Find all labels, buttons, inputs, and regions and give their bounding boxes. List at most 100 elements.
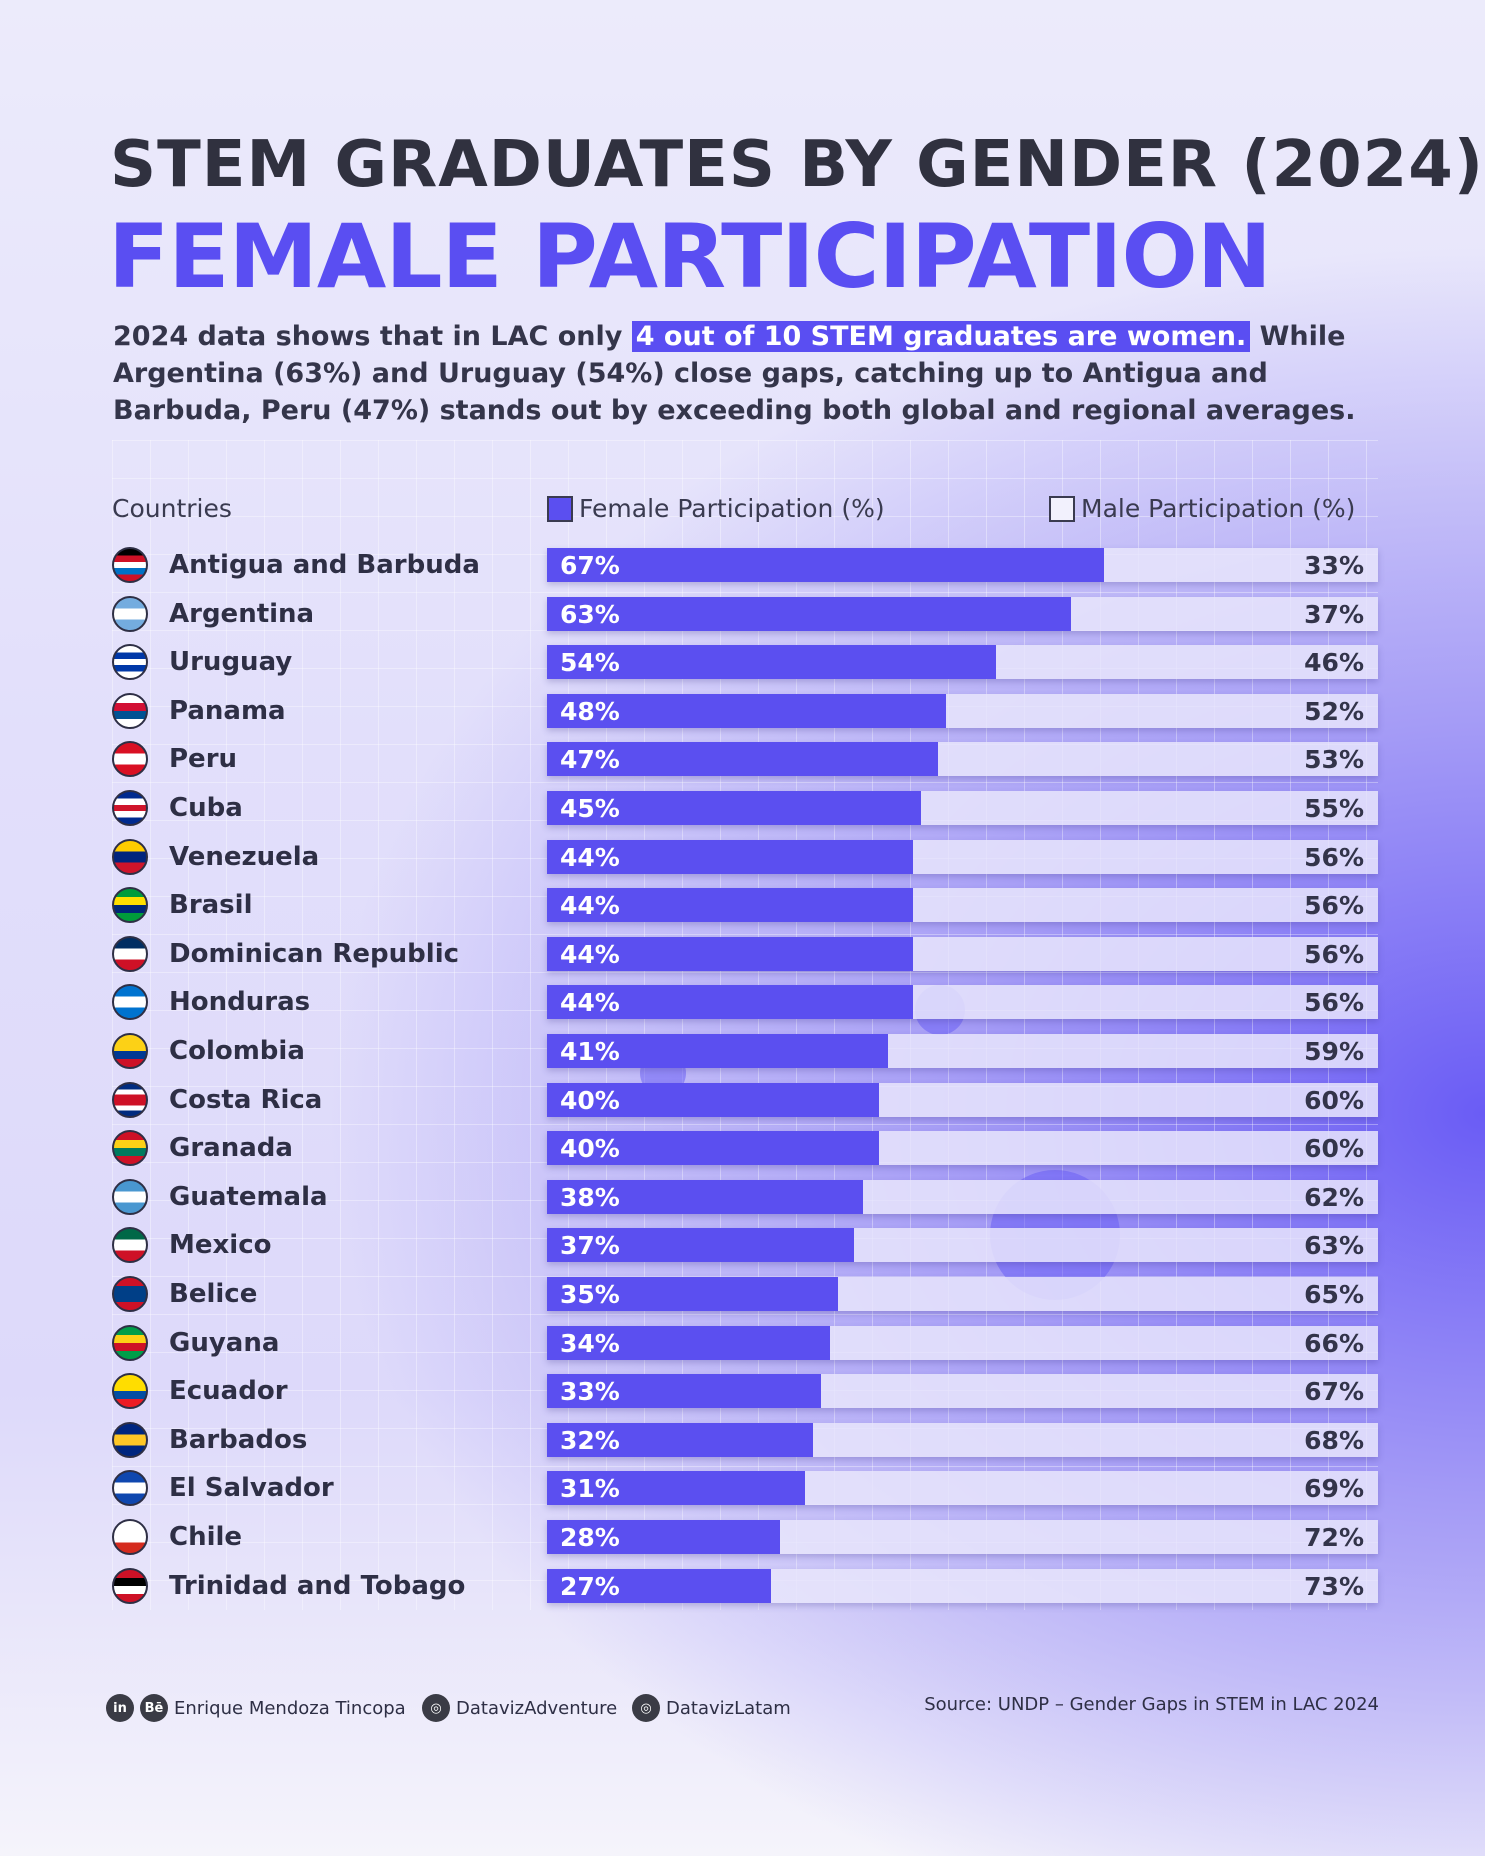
- linkedin-icon[interactable]: in: [106, 1694, 134, 1722]
- category-label: El Salvador: [169, 1473, 334, 1504]
- category-label: Cuba: [169, 793, 243, 823]
- bar-female: [547, 1228, 855, 1263]
- data-label-female: 34%: [560, 1328, 620, 1358]
- instagram-icon[interactable]: ◎: [422, 1694, 450, 1722]
- data-label-female: 27%: [560, 1571, 620, 1601]
- flag-icon: [112, 547, 148, 583]
- data-label-female: 37%: [560, 1231, 620, 1261]
- background-grid: [112, 440, 1378, 1610]
- chart-row: Belice 35% 65%: [0, 1276, 1485, 1312]
- data-label-female: 63%: [560, 599, 620, 629]
- bar-female: [547, 1325, 830, 1360]
- data-label-male: 37%: [1304, 599, 1364, 629]
- flag-icon: [112, 595, 148, 632]
- bar-female: [547, 693, 946, 728]
- bar-track-male: 35% 65%: [547, 1277, 1378, 1311]
- subtitle-text: While Argentina (63%) and Uruguay (54%) …: [113, 321, 1356, 426]
- category-label: Uruguay: [169, 647, 293, 678]
- bar-female: [547, 1277, 838, 1311]
- data-label-female: 40%: [560, 1085, 620, 1115]
- instagram-handle: DatavizLatam: [666, 1697, 791, 1719]
- footer-instagram-1: ◎ DatavizAdventure: [422, 1694, 617, 1722]
- chart-row: Guyana 34% 66%: [0, 1324, 1485, 1361]
- category-label: Colombia: [169, 1036, 305, 1066]
- chart-row: Chile 28% 72%: [0, 1519, 1485, 1555]
- data-label-male: 33%: [1304, 551, 1364, 580]
- data-label-female: 28%: [560, 1523, 620, 1552]
- chart-row: Colombia 41% 59%: [0, 1033, 1485, 1069]
- category-label: Costa Rica: [169, 1084, 323, 1115]
- chart-row: Peru 47% 53%: [0, 741, 1485, 778]
- category-label: Guyana: [169, 1327, 280, 1358]
- data-label-female: 44%: [560, 842, 620, 872]
- bar-female: [547, 548, 1104, 582]
- data-label-female: 45%: [560, 794, 620, 823]
- category-label: Guatemala: [169, 1181, 328, 1212]
- chart-title: STEM GRADUATES BY GENDER (2024): [110, 128, 1484, 202]
- data-label-female: 44%: [560, 891, 620, 921]
- bar-female: [547, 742, 938, 777]
- category-label: Ecuador: [169, 1376, 288, 1407]
- flag-icon: [112, 692, 148, 729]
- category-label: Antigua and Barbuda: [169, 550, 480, 580]
- bar-track-male: 38% 62%: [547, 1179, 1378, 1214]
- data-label-female: 32%: [560, 1425, 620, 1455]
- flag-icon: [112, 1567, 148, 1604]
- bar-female: [547, 1422, 813, 1457]
- bar-female: [547, 1131, 880, 1166]
- bar-female: [547, 596, 1071, 631]
- chart-row: Uruguay 54% 46%: [0, 644, 1485, 681]
- footer-instagram-2: ◎ DatavizLatam: [632, 1694, 791, 1722]
- flag-icon: [112, 1373, 148, 1410]
- instagram-icon[interactable]: ◎: [632, 1694, 660, 1722]
- data-label-male: 60%: [1304, 1085, 1364, 1115]
- chart-row: Mexico 37% 63%: [0, 1227, 1485, 1264]
- subtitle-highlight: 4 out of 10 STEM graduates are women.: [631, 321, 1251, 352]
- chart-row: Brasil 44% 56%: [0, 887, 1485, 924]
- bar-female: [547, 1520, 780, 1554]
- category-label: Granada: [169, 1133, 293, 1164]
- chart-headline: FEMALE PARTICIPATION: [108, 205, 1272, 308]
- data-label-male: 60%: [1304, 1134, 1364, 1164]
- data-label-male: 65%: [1304, 1280, 1364, 1309]
- legend-swatch-male: [1049, 495, 1075, 522]
- flag-icon: [112, 984, 148, 1021]
- data-label-female: 33%: [560, 1377, 620, 1407]
- bar-female: [547, 1179, 863, 1214]
- data-label-female: 35%: [560, 1280, 620, 1309]
- flag-icon: [112, 1470, 148, 1507]
- data-label-female: 44%: [560, 988, 620, 1018]
- behance-icon[interactable]: Bē: [140, 1694, 168, 1722]
- category-label: Peru: [169, 744, 238, 775]
- category-label: Trinidad and Tobago: [169, 1570, 466, 1601]
- data-label-female: 47%: [560, 745, 620, 775]
- bar-female: [547, 1374, 822, 1409]
- data-label-male: 67%: [1304, 1377, 1364, 1407]
- flag-icon: [112, 1033, 148, 1069]
- category-label: Belice: [169, 1279, 258, 1309]
- data-label-male: 68%: [1304, 1425, 1364, 1455]
- data-label-female: 40%: [560, 1134, 620, 1164]
- footer-source: Source: UNDP – Gender Gaps in STEM in LA…: [924, 1694, 1379, 1715]
- chart-row: Ecuador 33% 67%: [0, 1373, 1485, 1410]
- flag-icon: [112, 1130, 148, 1167]
- data-label-male: 53%: [1304, 745, 1364, 775]
- category-label: Venezuela: [169, 841, 320, 872]
- category-label: Brasil: [169, 890, 253, 921]
- chart-row: Granada 40% 60%: [0, 1130, 1485, 1167]
- data-label-male: 52%: [1304, 696, 1364, 726]
- chart-row: Dominican Republic 44% 56%: [0, 935, 1485, 972]
- category-label: Mexico: [169, 1230, 272, 1261]
- data-label-male: 46%: [1304, 648, 1364, 678]
- bar-track-male: 28% 72%: [547, 1520, 1378, 1554]
- bar-track-male: 34% 66%: [547, 1325, 1378, 1360]
- bar-track-male: 48% 52%: [547, 693, 1378, 728]
- data-label-female: 41%: [560, 1037, 620, 1066]
- bar-female: [547, 1034, 888, 1068]
- chart-row: Barbados 32% 68%: [0, 1421, 1485, 1458]
- bar-female: [547, 1471, 805, 1506]
- data-label-male: 55%: [1304, 794, 1364, 823]
- bar-female: [547, 888, 913, 923]
- bar-track-male: 67% 33%: [547, 548, 1378, 582]
- bar-track-male: 54% 46%: [547, 645, 1378, 680]
